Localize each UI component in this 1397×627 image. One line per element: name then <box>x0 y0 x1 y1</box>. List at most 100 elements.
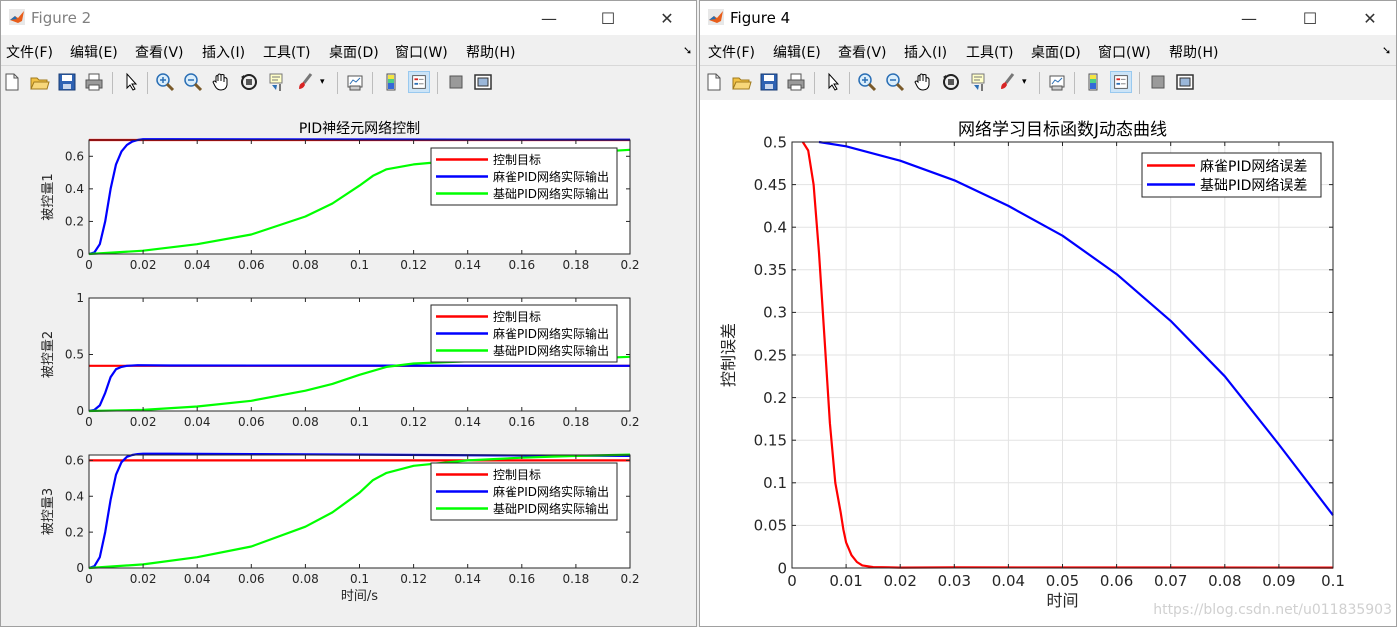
menu-desktop[interactable]: 桌面(D) <box>329 45 379 61</box>
x-tick-label: 0.1 <box>350 415 369 429</box>
colorbar-icon[interactable] <box>380 71 402 93</box>
zoom-out-icon[interactable] <box>182 71 204 93</box>
brush-icon[interactable] <box>996 71 1018 93</box>
legend-entry: 基础PID网络误差 <box>1200 177 1307 194</box>
chart-1: 0 0.02 0.04 0.06 0.08 0.1 0.12 0.14 0.16 0.18 0.2 0… <box>41 291 640 429</box>
x-tick-label: 0.02 <box>130 415 157 429</box>
show-plot-tools-icon[interactable] <box>472 71 494 93</box>
close-button[interactable]: ✕ <box>1363 8 1377 28</box>
title-bar[interactable]: Figure 4 — ☐ ✕ <box>700 1 1396 35</box>
menu-view[interactable]: 查看(V) <box>135 45 184 61</box>
menu-file[interactable]: 文件(F) <box>708 45 755 61</box>
minimize-button[interactable]: — <box>541 8 557 28</box>
title-bar[interactable]: Figure 2 — ☐ ✕ <box>1 1 696 35</box>
link-plot-icon[interactable] <box>1046 71 1068 93</box>
x-tick-label: 0.14 <box>454 258 481 272</box>
x-tick-label: 0 <box>85 415 93 429</box>
menu-file[interactable]: 文件(F) <box>6 45 53 61</box>
menu-bar: 文件(F) 编辑(E) 查看(V) 插入(I) 工具(T) 桌面(D) 窗口(W… <box>1 39 696 63</box>
menu-help[interactable]: 帮助(H) <box>1169 45 1219 61</box>
y-tick-label: 0.5 <box>763 133 787 151</box>
legend-entry: 麻雀PID网络误差 <box>1200 159 1307 175</box>
dock-arrow-icon[interactable]: ➘ <box>1382 44 1392 57</box>
print-icon[interactable] <box>785 71 807 93</box>
menu-tools[interactable]: 工具(T) <box>966 45 1014 61</box>
x-tick-label: 0.08 <box>292 572 319 586</box>
print-icon[interactable] <box>83 71 105 93</box>
menu-desktop[interactable]: 桌面(D) <box>1031 45 1081 61</box>
data-cursor-icon[interactable] <box>968 71 990 93</box>
chart-3: 0 0.01 0.02 0.03 0.04 0.05 0.06 0.07 0.08 0.09 0.1… <box>719 120 1345 610</box>
new-file-icon[interactable] <box>1 71 23 93</box>
menu-tools[interactable]: 工具(T) <box>263 45 311 61</box>
new-file-icon[interactable] <box>703 71 725 93</box>
zoom-out-icon[interactable] <box>884 71 906 93</box>
menu-window[interactable]: 窗口(W) <box>1098 45 1151 61</box>
brush-dropdown-icon[interactable]: ▾ <box>320 77 325 87</box>
x-tick-label: 0.04 <box>992 572 1025 590</box>
chart-title: PID神经元网络控制 <box>299 121 420 137</box>
hide-plot-tools-icon[interactable] <box>445 71 467 93</box>
y-tick-label: 0.3 <box>763 304 787 322</box>
y-axis-label: 控制误差 <box>719 323 738 387</box>
x-tick-label: 0.1 <box>1321 572 1345 590</box>
maximize-button[interactable]: ☐ <box>1302 8 1318 28</box>
pointer-icon[interactable] <box>120 71 142 93</box>
figure-2-plot-area[interactable]: 0 0.02 0.04 0.06 0.08 0.1 0.12 0.14 0.16 0.18 0.2 0… <box>1 100 697 627</box>
pointer-icon[interactable] <box>822 71 844 93</box>
brush-icon[interactable] <box>294 71 316 93</box>
pan-hand-icon[interactable] <box>912 71 934 93</box>
hide-plot-tools-icon[interactable] <box>1147 71 1169 93</box>
rotate-3d-icon[interactable] <box>940 71 962 93</box>
link-plot-icon[interactable] <box>344 71 366 93</box>
legend-entry: 基础PID网络实际输出 <box>493 186 609 201</box>
chart-title: 网络学习目标函数J动态曲线 <box>958 120 1167 140</box>
x-tick-label: 0.04 <box>184 415 211 429</box>
dock-arrow-icon[interactable]: ➘ <box>683 44 693 57</box>
y-tick-label: 0 <box>76 404 84 418</box>
x-tick-label: 0.06 <box>238 258 265 272</box>
pan-hand-icon[interactable] <box>210 71 232 93</box>
x-tick-label: 0.04 <box>184 258 211 272</box>
menu-edit[interactable]: 编辑(E) <box>70 45 118 61</box>
close-button[interactable]: ✕ <box>660 8 674 28</box>
menu-insert[interactable]: 插入(I) <box>904 45 948 61</box>
maximize-button[interactable]: ☐ <box>600 8 616 28</box>
zoom-in-icon[interactable] <box>856 71 878 93</box>
save-icon[interactable] <box>56 71 78 93</box>
y-tick-label: 0.2 <box>65 525 84 539</box>
minimize-button[interactable]: — <box>1241 8 1257 28</box>
menu-window[interactable]: 窗口(W) <box>395 45 448 61</box>
open-folder-icon[interactable] <box>28 71 50 93</box>
y-tick-label: 0.35 <box>754 261 787 279</box>
legend-icon[interactable] <box>1110 71 1132 93</box>
menu-edit[interactable]: 编辑(E) <box>773 45 821 61</box>
y-tick-label: 1 <box>76 291 84 305</box>
series-line-1 <box>801 141 1334 569</box>
x-tick-label: 0.05 <box>1046 572 1079 590</box>
x-tick-label: 0.02 <box>130 258 157 272</box>
toolbar-separator <box>814 72 815 94</box>
show-plot-tools-icon[interactable] <box>1174 71 1196 93</box>
series-line-2 <box>88 364 631 413</box>
figure-4-plot-area[interactable]: 0 0.01 0.02 0.03 0.04 0.05 0.06 0.07 0.08 0.09 0.1… <box>700 100 1397 627</box>
colorbar-icon[interactable] <box>1082 71 1104 93</box>
menu-insert[interactable]: 插入(I) <box>202 45 246 61</box>
x-tick-label: 0.06 <box>1100 572 1133 590</box>
menu-view[interactable]: 查看(V) <box>838 45 887 61</box>
series-line-3 <box>88 453 631 570</box>
x-axis-label: 时间/s <box>341 589 378 604</box>
figure-canvas: 0 0.01 0.02 0.03 0.04 0.05 0.06 0.07 0.08 0.09 0.1… <box>700 100 1396 626</box>
rotate-3d-icon[interactable] <box>238 71 260 93</box>
data-cursor-icon[interactable] <box>266 71 288 93</box>
x-tick-label: 0.02 <box>130 572 157 586</box>
brush-dropdown-icon[interactable]: ▾ <box>1022 77 1027 87</box>
menu-help[interactable]: 帮助(H) <box>466 45 516 61</box>
y-tick-label: 0.6 <box>65 454 84 468</box>
zoom-in-icon[interactable] <box>154 71 176 93</box>
save-icon[interactable] <box>758 71 780 93</box>
legend-icon[interactable] <box>408 71 430 93</box>
figure-toolbar: ▾ <box>1 65 696 101</box>
open-folder-icon[interactable] <box>730 71 752 93</box>
